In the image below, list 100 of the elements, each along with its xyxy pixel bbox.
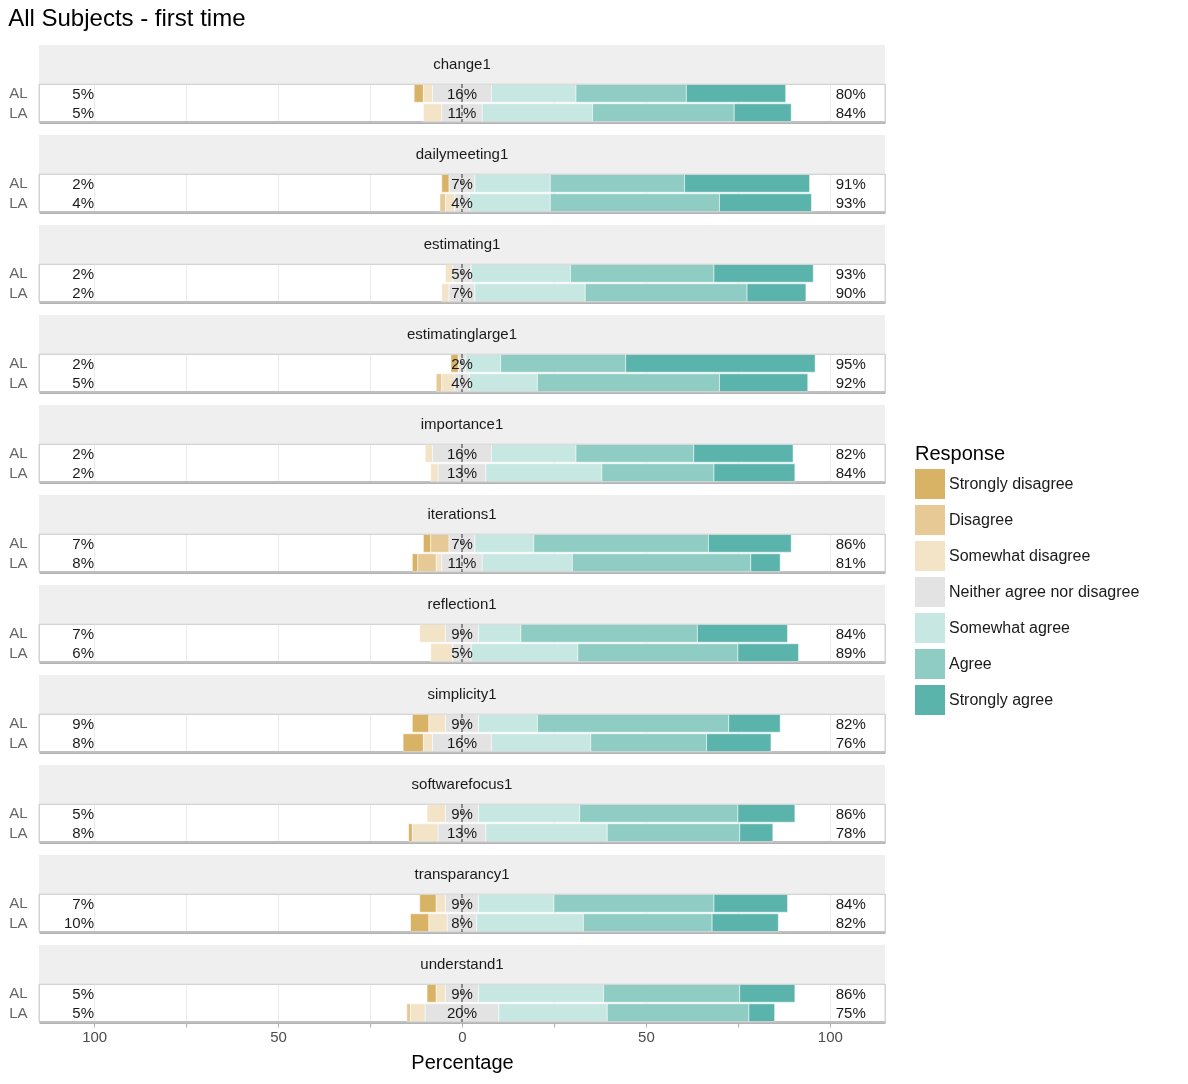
- annotation: 93%: [835, 193, 866, 211]
- annotation: 9%: [72, 714, 94, 732]
- annotation: 93%: [835, 264, 866, 282]
- x-tick-label: 100: [817, 1027, 843, 1045]
- x-axis-title: Percentage: [411, 1050, 514, 1073]
- annotation: 91%: [835, 174, 866, 192]
- annotation: 2%: [72, 174, 94, 192]
- annotation: 8%: [72, 823, 94, 841]
- annotation: 5%: [72, 1003, 94, 1021]
- y-tick-label: AL: [9, 264, 28, 282]
- chart-title: softwarefocus1: [411, 775, 513, 792]
- y-tick-label: AL: [9, 174, 28, 192]
- y-tick-label: LA: [9, 553, 28, 571]
- annotation: 95%: [835, 354, 866, 372]
- annotation: 81%: [835, 553, 866, 571]
- y-tick-label: AL: [9, 534, 28, 552]
- annotation: 9%: [451, 624, 473, 642]
- annotation: 2%: [72, 354, 94, 372]
- annotation: 76%: [835, 733, 866, 751]
- annotation: 5%: [451, 643, 473, 661]
- annotation: 2%: [72, 283, 94, 301]
- annotation: 5%: [72, 373, 94, 391]
- annotation: 7%: [72, 534, 94, 552]
- annotation: 5%: [72, 84, 94, 102]
- annotation: 84%: [835, 894, 866, 912]
- annotation: 16%: [446, 84, 478, 102]
- annotation: 2%: [72, 264, 94, 282]
- annotation: 90%: [835, 283, 866, 301]
- annotation: 86%: [835, 804, 866, 822]
- annotation: 8%: [72, 733, 94, 751]
- annotation: 7%: [72, 894, 94, 912]
- legend-label: Neither agree nor disagree: [949, 583, 1140, 600]
- x-tick-label: 50: [270, 1027, 287, 1045]
- x-tick-label: 100: [82, 1027, 108, 1045]
- annotation: 8%: [72, 553, 94, 571]
- y-tick-label: AL: [9, 714, 28, 732]
- legend-label: Strongly agree: [949, 691, 1054, 708]
- annotation: 4%: [451, 193, 473, 211]
- annotation: 82%: [835, 913, 866, 931]
- chart-title: importance1: [420, 415, 504, 432]
- y-tick-label: LA: [9, 103, 28, 121]
- chart-title: change1: [433, 55, 491, 72]
- y-tick-label: AL: [9, 894, 28, 912]
- chart-title: estimatinglarge1: [406, 325, 518, 342]
- annotation: 82%: [835, 444, 866, 462]
- annotation: 82%: [835, 714, 866, 732]
- annotation: 11%: [447, 103, 477, 121]
- annotation: 5%: [72, 804, 94, 822]
- annotation: 9%: [451, 804, 473, 822]
- text: All Subjects - first time: [8, 3, 246, 31]
- annotation: 84%: [835, 463, 866, 481]
- annotation: 4%: [72, 193, 94, 211]
- x-tick-label: 50: [638, 1027, 655, 1045]
- annotation: 86%: [835, 984, 866, 1002]
- annotation: 2%: [72, 444, 94, 462]
- annotation: 11%: [447, 553, 477, 571]
- annotation: 16%: [446, 444, 478, 462]
- legend-label: Somewhat disagree: [949, 547, 1091, 564]
- annotation: 78%: [835, 823, 866, 841]
- legend-label: Somewhat agree: [949, 619, 1071, 636]
- annotation: 92%: [835, 373, 866, 391]
- annotation: 13%: [446, 463, 478, 481]
- y-tick-label: LA: [9, 1003, 28, 1021]
- annotation: 7%: [451, 534, 473, 552]
- annotation: 9%: [451, 894, 473, 912]
- legend-title: Response: [915, 442, 1006, 464]
- annotation: 9%: [451, 984, 473, 1002]
- annotation: 4%: [451, 373, 473, 391]
- chart-title: simplicity1: [427, 685, 497, 702]
- annotation: 86%: [835, 534, 866, 552]
- annotation: 13%: [446, 823, 478, 841]
- y-tick-label: LA: [9, 373, 28, 391]
- y-tick-label: LA: [9, 193, 28, 211]
- annotation: 16%: [446, 733, 478, 751]
- annotation: 5%: [72, 984, 94, 1002]
- legend-label: Disagree: [949, 511, 1014, 528]
- annotation: 80%: [835, 84, 866, 102]
- y-tick-label: AL: [9, 984, 28, 1002]
- y-tick-label: AL: [9, 354, 28, 372]
- annotation: 5%: [72, 103, 94, 121]
- annotation: 20%: [446, 1003, 478, 1021]
- chart-title: transparancy1: [414, 865, 510, 882]
- legend-label: Strongly disagree: [949, 475, 1074, 492]
- x-tick-label: 0: [458, 1027, 467, 1045]
- chart-title: dailymeeting1: [415, 145, 509, 162]
- annotation: 84%: [835, 624, 866, 642]
- chart-title: iterations1: [427, 505, 497, 522]
- annotation: 7%: [72, 624, 94, 642]
- y-tick-label: AL: [9, 624, 28, 642]
- y-tick-label: LA: [9, 733, 28, 751]
- annotation: 84%: [835, 103, 866, 121]
- annotation: 6%: [72, 643, 94, 661]
- annotation: 89%: [835, 643, 866, 661]
- chart-title: estimating1: [423, 235, 501, 252]
- annotation: 8%: [451, 913, 473, 931]
- annotation: 75%: [835, 1003, 866, 1021]
- annotation: 5%: [451, 264, 473, 282]
- legend-label: Agree: [949, 655, 992, 672]
- y-tick-label: LA: [9, 823, 28, 841]
- chart-title: reflection1: [427, 595, 497, 612]
